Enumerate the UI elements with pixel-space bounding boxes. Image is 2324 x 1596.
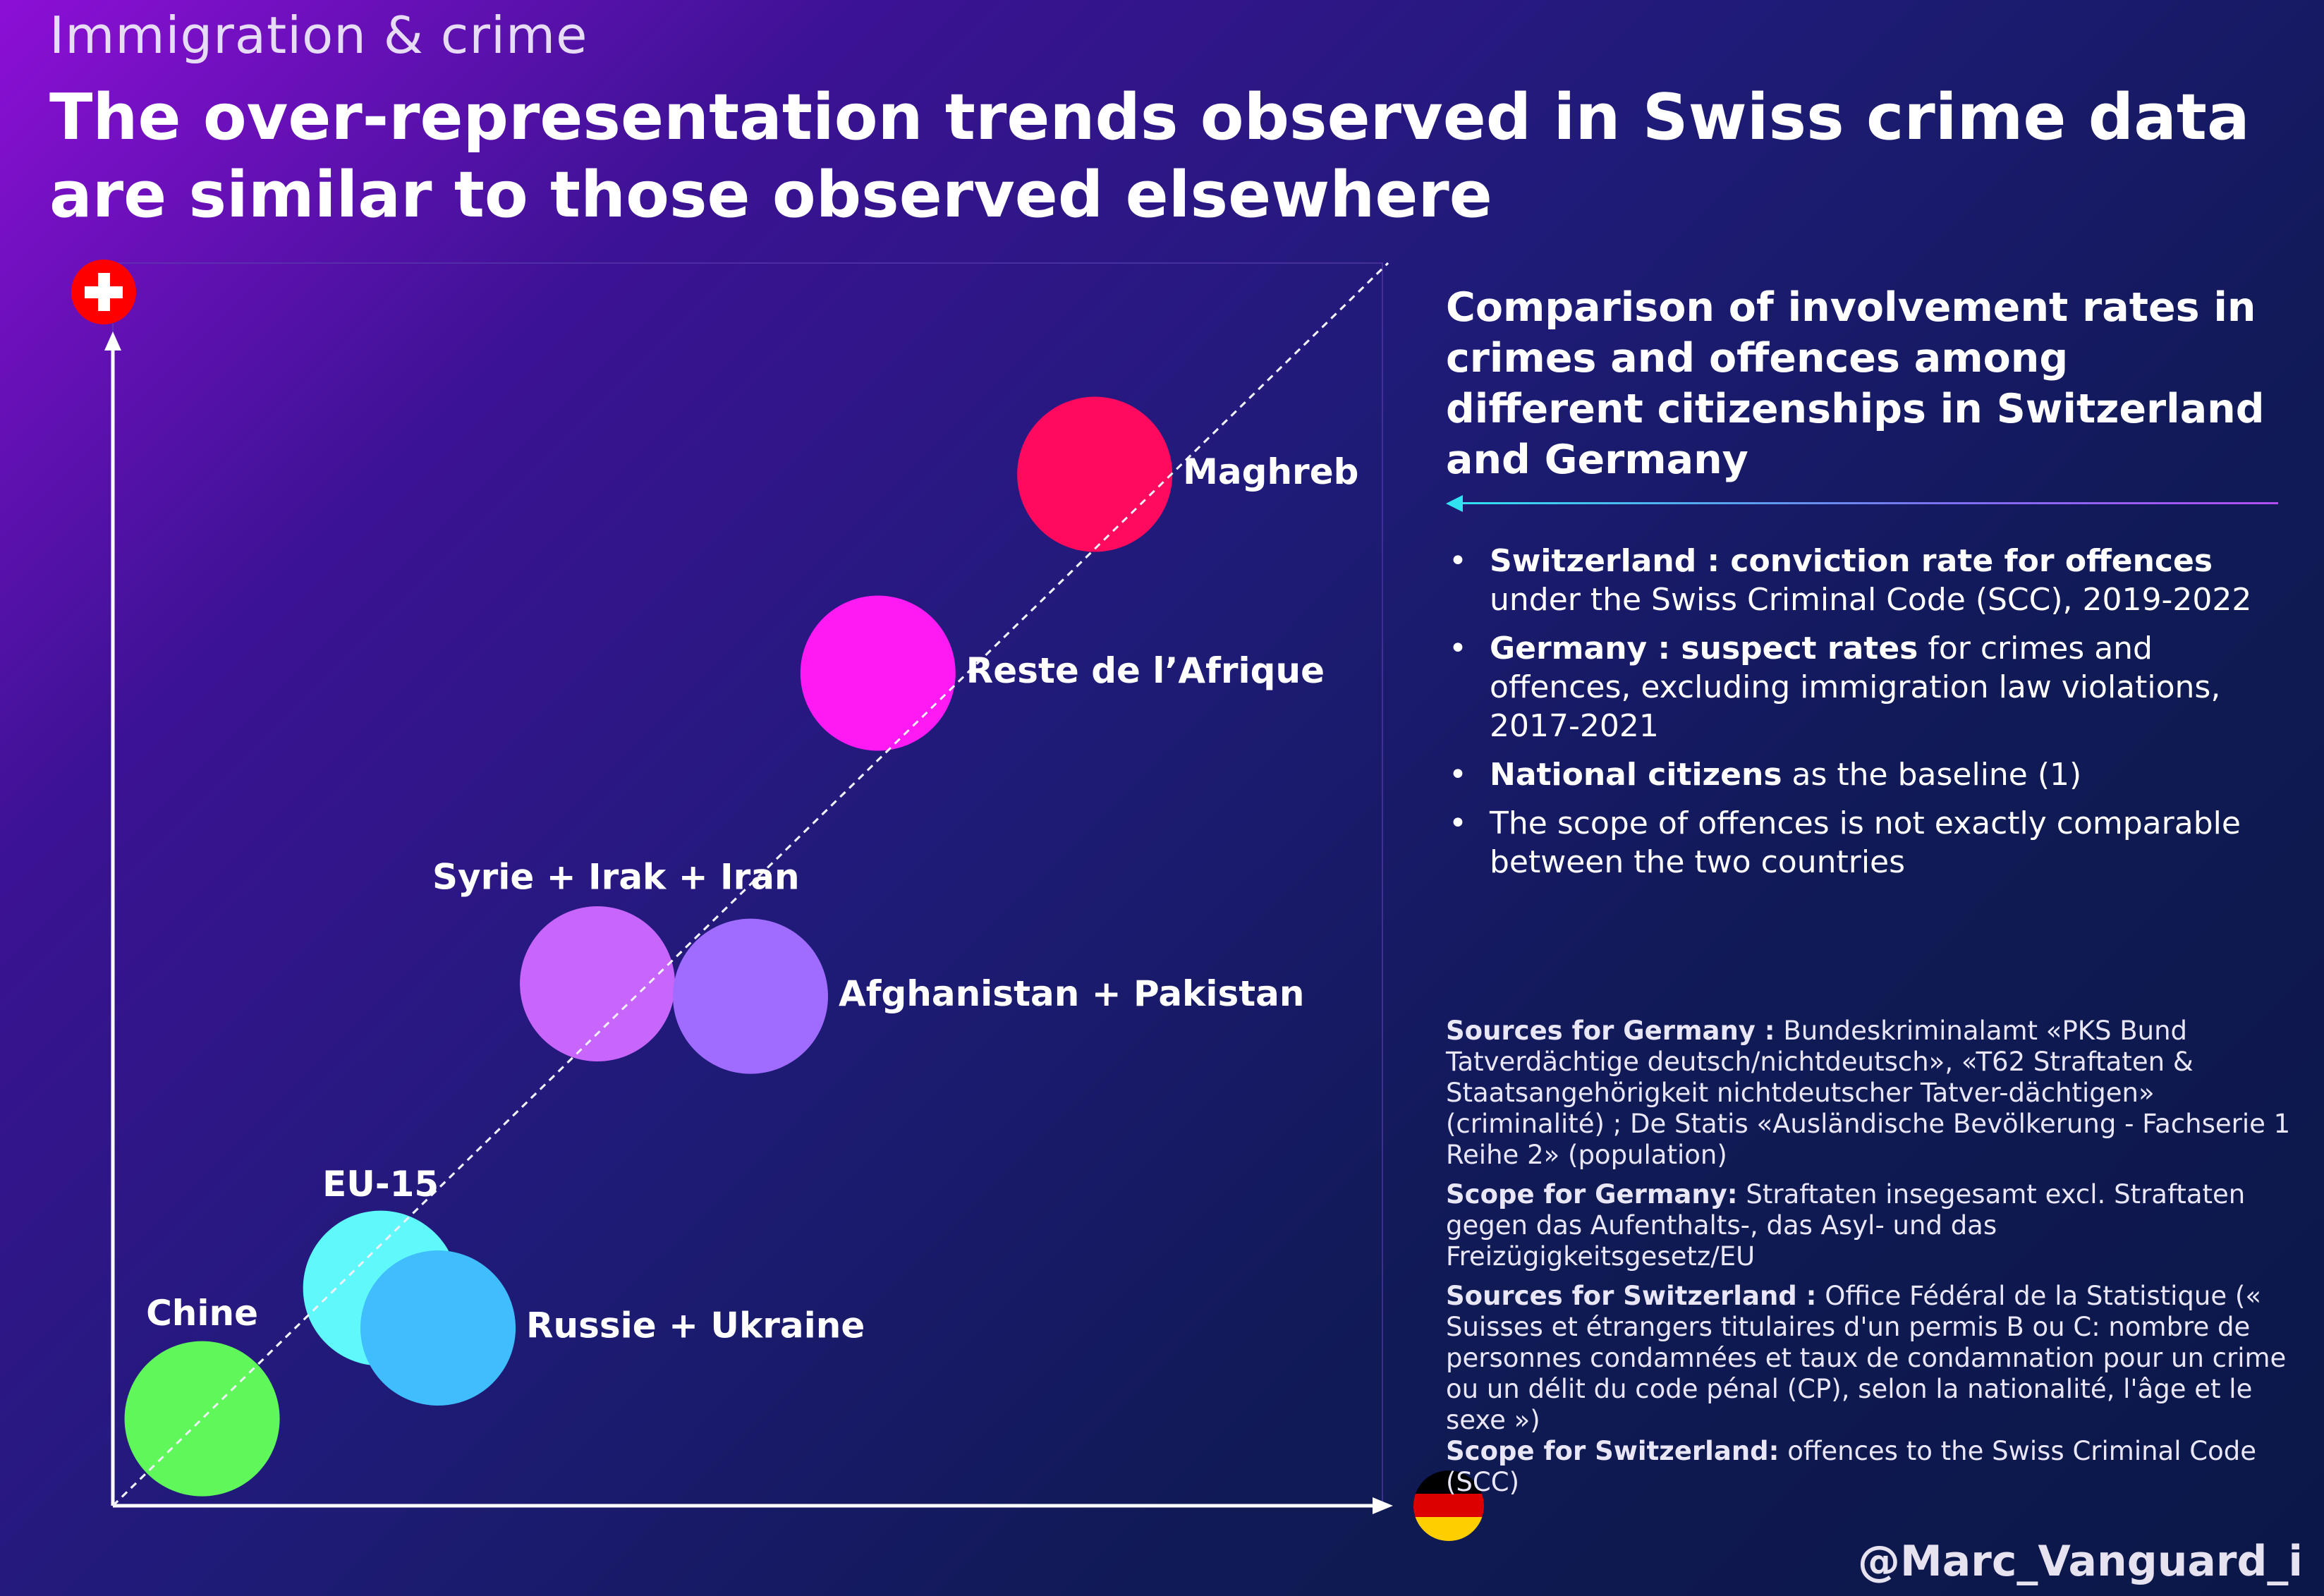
- bullet-list: • Switzerland : conviction rate for offen…: [1446, 542, 2278, 882]
- bullet-item: • The scope of offences is not exactly co…: [1449, 805, 2241, 880]
- point-russie-ukraine: [360, 1250, 516, 1406]
- point-afghanistan-pakistan: [673, 918, 828, 1074]
- point-reste-de-l-afrique: [800, 595, 956, 751]
- label-reste-de-l-afrique: Reste de l’Afrique: [966, 650, 1325, 691]
- source-germany: Sources for Germany : Bundeskriminalamt …: [1446, 1016, 2291, 1170]
- panel-divider: [1446, 492, 2278, 513]
- reference-diagonal-overlay: [111, 262, 1389, 1507]
- label-chine: Chine: [146, 1293, 258, 1334]
- scope-switzerland: Scope for Switzerland: offences to the S…: [1446, 1436, 2256, 1497]
- label-maghreb: Maghreb: [1183, 451, 1358, 492]
- bullet-item: • Switzerland : conviction rate for offen…: [1449, 543, 2252, 618]
- bullet-item: • Germany : suspect rates for crimes and …: [1449, 631, 2221, 744]
- point-maghreb: [1017, 396, 1173, 552]
- scope-germany: Scope for Germany: Straftaten insegesamt…: [1446, 1179, 2246, 1272]
- point-chine: [124, 1341, 280, 1497]
- label-afghanistan-pakistan: Afghanistan + Pakistan: [839, 973, 1304, 1014]
- point-syrie-irak-iran: [520, 906, 676, 1061]
- info-panel: Comparison of involvement rates in crime…: [1446, 282, 2278, 891]
- y-axis-arrowhead: [104, 331, 121, 351]
- headline: The over-representation trends observed …: [49, 80, 2250, 232]
- author-handle: @Marc_Vanguard_i: [1858, 1537, 2303, 1586]
- bullet-item: • National citizens as the baseline (1): [1449, 757, 2082, 793]
- label-eu-15: EU-15: [322, 1164, 439, 1205]
- source-switzerland: Sources for Switzerland : Office Fédéral…: [1446, 1281, 2287, 1435]
- swiss-flag-icon: [71, 260, 136, 324]
- x-axis-arrowhead: [1373, 1497, 1393, 1514]
- panel-title: Comparison of involvement rates in crime…: [1446, 284, 2265, 483]
- label-syrie-irak-iran: Syrie + Irak + Iran: [432, 856, 800, 897]
- kicker: Immigration & crime: [49, 6, 588, 65]
- label-russie-ukraine: Russie + Ukraine: [526, 1305, 865, 1346]
- sources-block: Sources for Germany : Bundeskriminalamt …: [1446, 1016, 2292, 1506]
